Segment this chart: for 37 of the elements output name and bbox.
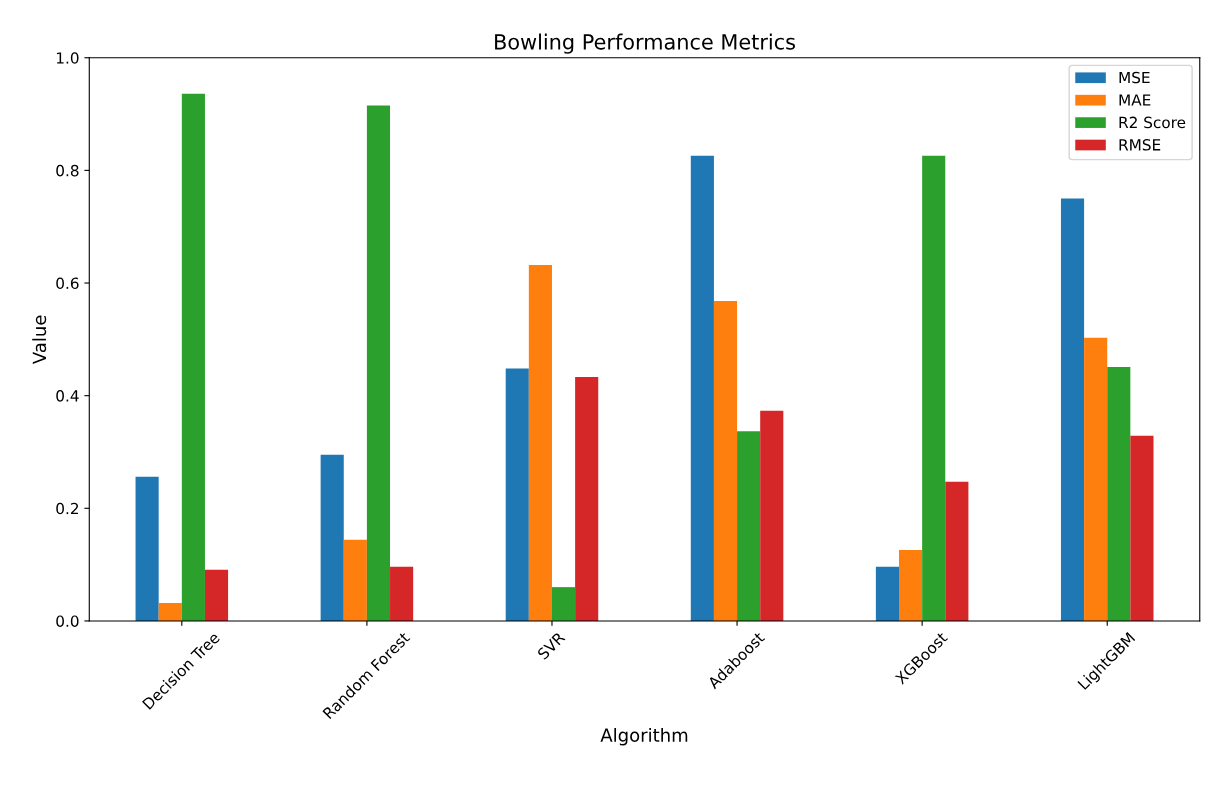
bar [1084, 337, 1108, 621]
bar [1130, 435, 1154, 621]
bar [760, 410, 784, 621]
bar [181, 93, 205, 621]
y-tick-label: 0.4 [56, 390, 79, 402]
y-axis-title: Value [32, 315, 47, 364]
bar [713, 301, 738, 621]
x-axis-title: Algorithm [600, 727, 688, 746]
legend-label: MSE [1119, 71, 1150, 84]
bar [922, 155, 946, 621]
y-tick-label: 0.8 [56, 164, 79, 177]
bar [528, 265, 552, 621]
bar [343, 539, 367, 621]
y-tick-label: 1.0 [56, 52, 79, 64]
bar [551, 587, 576, 621]
bar [320, 454, 344, 621]
bar [158, 602, 182, 621]
bar [390, 566, 414, 621]
bar [1060, 198, 1085, 621]
bar [899, 549, 923, 621]
bar [204, 569, 229, 621]
bar [575, 377, 599, 621]
y-tick-label: 0.2 [56, 502, 79, 515]
bar [875, 566, 900, 621]
bar [505, 368, 529, 621]
bar [366, 105, 391, 621]
bar [737, 431, 761, 621]
legend-label: R2 Score [1119, 116, 1186, 129]
y-tick-label: 0.6 [56, 277, 79, 290]
legend-label: MAE [1119, 94, 1151, 106]
chart-title: Bowling Performance Metrics [495, 33, 795, 54]
legend-label: RMSE [1119, 139, 1161, 151]
bar [690, 155, 714, 621]
y-tick-label: 0.0 [56, 615, 79, 627]
bar [945, 481, 969, 621]
bar [135, 476, 159, 621]
bar [1107, 366, 1131, 621]
